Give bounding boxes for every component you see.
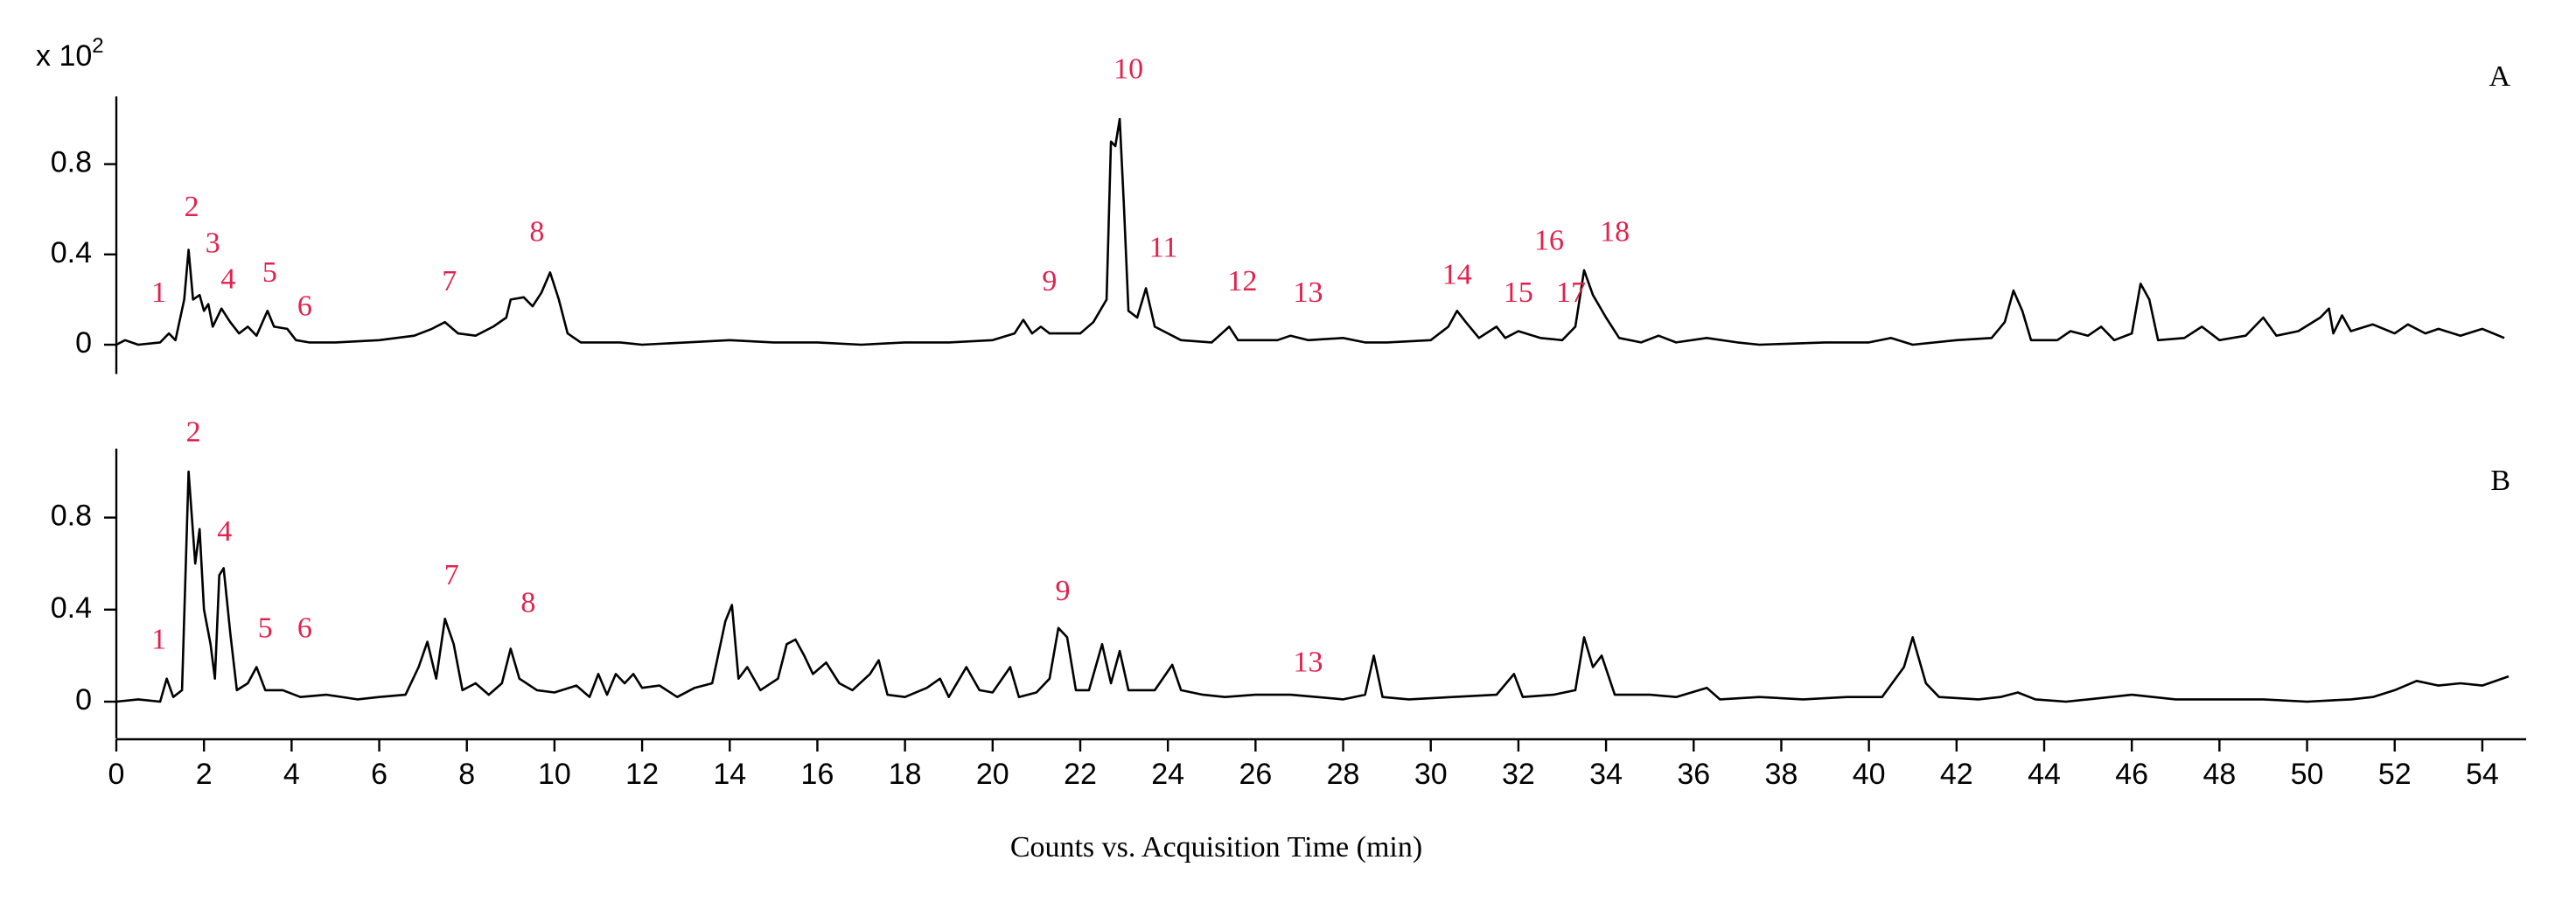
x-tick-label: 52 bbox=[2378, 758, 2412, 791]
y-tick-label: 0 bbox=[75, 683, 92, 717]
peak-label: 9 bbox=[1055, 575, 1070, 607]
x-tick-label: 44 bbox=[2028, 758, 2061, 791]
y-tick-label: 0.4 bbox=[51, 591, 92, 625]
y-tick-label: 0.4 bbox=[51, 236, 92, 269]
x-tick-label: 26 bbox=[1239, 758, 1272, 791]
x-tick-label: 8 bbox=[458, 758, 475, 791]
peak-label: 1 bbox=[151, 276, 166, 309]
peak-label: 16 bbox=[1534, 225, 1564, 257]
y-scale-label: x 102 bbox=[36, 34, 104, 73]
peak-label: 17 bbox=[1556, 276, 1586, 309]
y-tick-label: 0.8 bbox=[51, 146, 92, 179]
x-tick-label: 22 bbox=[1064, 758, 1097, 791]
x-tick-label: 30 bbox=[1414, 758, 1448, 791]
x-tick-label: 50 bbox=[2291, 758, 2324, 791]
peak-label: 7 bbox=[442, 265, 457, 297]
x-tick-label: 20 bbox=[976, 758, 1009, 791]
x-tick-label: 16 bbox=[801, 758, 834, 791]
peak-label: 9 bbox=[1042, 265, 1057, 297]
x-tick-label: 2 bbox=[196, 758, 213, 791]
peak-label: 15 bbox=[1504, 276, 1533, 309]
peak-label: 2 bbox=[185, 191, 199, 223]
panel-label: B bbox=[2490, 465, 2510, 497]
trace bbox=[115, 117, 2505, 346]
peak-label: 2 bbox=[186, 416, 201, 449]
peak-label: 10 bbox=[1113, 53, 1143, 86]
x-tick-label: 24 bbox=[1151, 758, 1184, 791]
x-tick-label: 32 bbox=[1502, 758, 1535, 791]
peak-label: 18 bbox=[1600, 215, 1630, 248]
y-scale-exponent: 2 bbox=[92, 34, 103, 58]
trace bbox=[115, 470, 2510, 703]
x-axis-label: Counts vs. Acquisition Time (min) bbox=[1010, 831, 1422, 864]
x-tick-label: 4 bbox=[283, 758, 300, 791]
x-tick-label: 42 bbox=[1940, 758, 1973, 791]
x-tick-label: 36 bbox=[1677, 758, 1710, 791]
peak-label: 4 bbox=[220, 263, 235, 296]
peak-label: 1 bbox=[151, 623, 166, 655]
y-tick-label: 0 bbox=[75, 326, 92, 360]
peak-label: 12 bbox=[1227, 265, 1257, 297]
x-tick-label: 14 bbox=[713, 758, 746, 791]
panel-label: A bbox=[2489, 60, 2510, 93]
peak-label: 13 bbox=[1293, 647, 1323, 679]
x-tick-label: 10 bbox=[538, 758, 571, 791]
x-tick-label: 48 bbox=[2203, 758, 2236, 791]
x-tick-label: 6 bbox=[371, 758, 387, 791]
x-tick-label: 18 bbox=[889, 758, 922, 791]
peak-label: 6 bbox=[297, 612, 312, 644]
x-tick-label: 28 bbox=[1327, 758, 1360, 791]
x-tick-label: 54 bbox=[2466, 758, 2499, 791]
peak-label: 6 bbox=[297, 290, 312, 323]
x-tick-label: 12 bbox=[625, 758, 659, 791]
y-scale-base: x 10 bbox=[36, 39, 92, 73]
x-tick-label: 38 bbox=[1765, 758, 1798, 791]
x-tick-label: 40 bbox=[1853, 758, 1886, 791]
peak-label: 4 bbox=[217, 515, 232, 548]
x-tick-label: 34 bbox=[1589, 758, 1623, 791]
x-tick-label: 46 bbox=[2115, 758, 2148, 791]
peak-label: 3 bbox=[206, 227, 220, 259]
peak-label: 5 bbox=[262, 256, 277, 289]
peak-label: 8 bbox=[529, 215, 544, 248]
y-tick-label: 0.8 bbox=[51, 500, 92, 533]
x-tick-label: 0 bbox=[108, 758, 125, 791]
peak-label: 5 bbox=[258, 612, 273, 644]
peak-label: 7 bbox=[444, 559, 459, 591]
peak-label: 11 bbox=[1149, 231, 1178, 263]
peak-label: 8 bbox=[520, 586, 535, 619]
peak-label: 13 bbox=[1293, 276, 1323, 309]
peak-label: 14 bbox=[1442, 258, 1472, 290]
